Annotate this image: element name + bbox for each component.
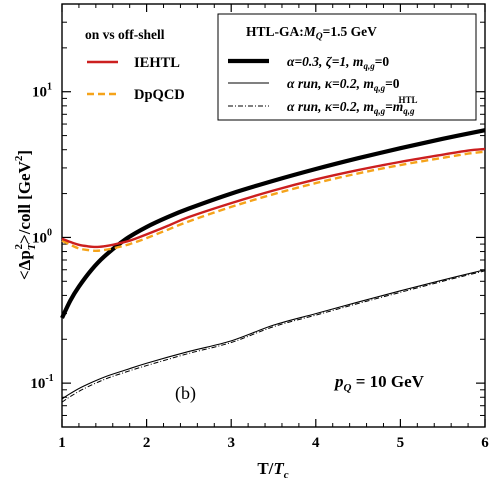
annotation-pq-sub: Q [344,382,352,394]
legend-right-title-pre: HTL-GA: [246,24,304,39]
legend-label-thick: α=0.3, ζ=1, mq,g=0 [287,54,389,71]
y-axis-label: <ΔpT2>/coll [GeV2] [13,150,38,280]
xlabel-main: T/ [257,459,273,478]
legend-entry-2-sup-extra: HTL [399,95,418,105]
ylabel-mid: >/coll [GeV [15,160,34,244]
annotation-pq-rest: = 10 GeV [351,372,424,391]
y-tick-label: 100 [32,227,52,246]
legend-label-thin: α run, κ=0.2, mq,g=0 [287,76,400,93]
legend-right: HTL-GA:MQ=1.5 GeV α=0.3, ζ=1, mq,g=0 α r… [217,13,477,121]
ylabel-close: ] [15,150,34,156]
legend-entry-2-tail: =m [385,99,403,114]
legend-right-title-post: =1.5 GeV [323,24,377,39]
ylabel-open: <Δp [15,250,34,280]
legend-entry-2-sub: q,g [374,106,386,116]
legend-right-box [217,13,477,121]
legend-left: on vs off-shell IEHTL DpQCD [85,27,185,103]
legend-right-title-var: M [303,24,317,39]
axis-ticks: 1 2 3 4 5 6 10-1 100 101 [30,3,489,451]
legend-entry-2-sub-extra: q,g [403,106,415,116]
legend-right-title-sub: Q [316,32,323,42]
x-tick-label: 2 [143,435,151,451]
ylabel-sup2: 2 [13,155,25,161]
ylabel-sub: T [26,242,38,250]
annotation-pq: pQ = 10 GeV [333,372,425,394]
legend-entry-1-sub: q,g [374,83,386,93]
legend-left-title: on vs off-shell [85,27,165,42]
x-axis-label: T/Tc [257,459,288,481]
annotation-pq-var: p [333,372,344,391]
legend-entry-0: α=0.3, ζ=1, m [287,54,363,69]
y-tick-label: 10-1 [30,373,53,392]
series-line-0 [61,147,486,249]
plot-area-frame [61,3,486,428]
x-tick-label: 3 [227,435,235,451]
legend-label-dashdot: α run, κ=0.2, mq,g=mq,gHTL [287,95,418,116]
series-line-2 [60,128,486,319]
legend-label-dpqcd: DpQCD [134,87,185,103]
panel-label-b: (b) [175,383,196,404]
x-tick-label: 5 [397,435,405,451]
series-line-4 [61,270,486,403]
series-line-3 [61,269,486,400]
x-tick-label: 6 [481,435,489,451]
y-tick-label: 101 [32,82,52,101]
x-tick-label: 1 [58,435,66,451]
legend-entry-1: α run, κ=0.2, m [287,76,374,91]
ylabel-sup: 2 [13,243,25,249]
xlabel-var: T [273,459,284,478]
legend-entry-1-tail: =0 [385,76,400,91]
legend-label-iehtl: IEHTL [134,55,180,71]
series-layer [60,128,486,403]
x-tick-label: 4 [312,435,320,451]
legend-entry-2: α run, κ=0.2, m [287,99,374,114]
series-line-1 [61,150,486,252]
xlabel-sub: c [284,469,289,481]
legend-right-title: HTL-GA:MQ=1.5 GeV [246,24,377,42]
legend-entry-0-sub: q,g [363,61,375,71]
legend-entry-0-tail: =0 [375,54,390,69]
